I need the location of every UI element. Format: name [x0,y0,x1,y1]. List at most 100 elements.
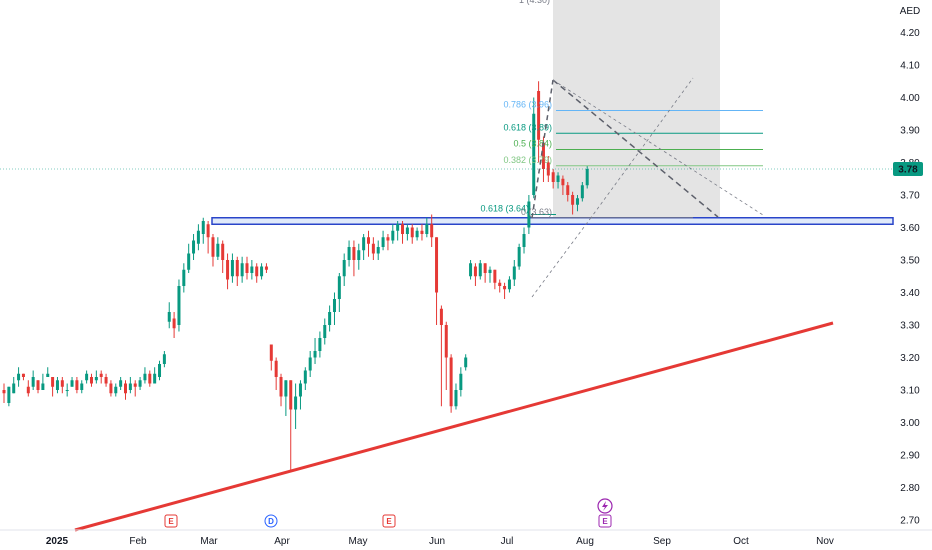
candle-body [308,357,312,371]
candle-body [507,279,511,290]
time-tick-label: Feb [129,536,147,547]
price-tick-label: 4.20 [900,28,920,39]
candle-body [503,286,507,290]
candle-body [449,357,453,407]
candle-body [133,383,137,387]
candle-body [585,169,589,186]
candle-body [473,266,477,277]
price-tick-label: 3.60 [900,223,920,234]
candle-body [51,377,55,387]
price-tick-label: 3.70 [900,191,920,202]
dividend-badge[interactable] [264,514,278,528]
candle-body [303,370,307,384]
fib-label: 0.5 (3.84) [513,139,552,149]
candle-body [410,227,414,238]
channel-dotted-line [531,218,591,298]
time-tick-label: Aug [576,536,594,547]
candle-body [128,383,132,390]
candle-body [541,143,545,169]
candle-body [454,390,458,407]
price-tick-label: 3.40 [900,288,920,299]
lightning-icon-glyph [602,501,608,511]
candle-body [177,286,181,325]
candle-body [167,312,171,322]
candle-body [517,247,521,267]
candle-body [580,185,584,199]
price-tick-label: 3.30 [900,321,920,332]
price-axis-currency: AED [900,6,921,17]
time-tick-label: Nov [816,536,834,547]
fib-label: 0 (3.63) [521,207,552,217]
candle-body [75,380,79,390]
price-tick-label: 4.00 [900,93,920,104]
candle-body [31,377,35,387]
fib-label: 0.618 (3.89) [503,122,552,132]
candle-body [527,201,531,228]
candle-body [36,380,40,390]
candle-body [196,230,200,244]
candle-body [46,373,50,377]
earnings-badge[interactable] [382,514,396,528]
candle-body [55,380,59,390]
candle-body [532,113,536,195]
candle-body [347,247,351,260]
price-tick-label: 3.20 [900,353,920,364]
candle-body [148,373,152,384]
fib-label: 0.382 (3.79) [503,155,552,165]
candle-body [298,383,302,397]
candle-body [158,364,162,377]
candle-body [7,386,11,403]
candle-body [483,263,487,273]
time-tick-label: Jun [429,536,445,547]
candle-body [313,351,317,358]
candle-body [230,260,234,277]
candle-body [362,237,366,251]
price-tick-label: 2.80 [900,483,920,494]
retracement-dashed-line [552,79,719,218]
candle-body [352,247,356,260]
candle-body [2,390,6,394]
candle-body [26,386,30,394]
candle-body [376,247,380,254]
time-tick-label: Sep [653,536,671,547]
candle-body [80,383,84,390]
candle-body [124,383,127,394]
fib-label: 0.786 (3.96) [503,100,552,110]
candles [2,81,589,472]
candle-body [109,383,113,394]
price-tick-label: 4.10 [900,61,920,72]
projection-dotted-line [589,77,694,220]
candle-body [17,373,21,381]
candle-body [240,263,244,277]
candle-body [250,266,254,273]
candle-body [138,380,142,387]
candle-body [216,243,220,257]
candle-body [94,377,98,381]
candle-body [65,390,69,391]
candle-body [221,243,225,260]
candle-body [381,237,385,247]
earnings-badge[interactable] [598,514,612,528]
candle-body [206,224,210,238]
event-badge-label: D [268,517,274,526]
time-tick-label: 2025 [46,536,69,547]
candle-body [274,360,278,377]
price-tick-label: 2.70 [900,516,920,527]
drawings: 0.786 (3.96) 0.618 (3.89) 0.5 (3.84) 0.382 … [0,0,893,532]
candle-body [294,396,298,410]
candle-body [561,178,565,186]
candle-body [342,260,346,277]
candle-body [70,380,74,387]
candle-body [279,377,283,397]
price-tick-label: 2.90 [900,451,920,462]
candle-body [235,260,239,277]
candle-body [405,227,409,234]
candle-body [537,91,541,140]
candle-body [425,224,429,234]
earnings-badge[interactable] [164,514,178,528]
candle-body [41,383,45,390]
candle-body [444,325,448,358]
ascending-trendline [74,321,834,532]
event-badge-label: E [386,517,392,526]
